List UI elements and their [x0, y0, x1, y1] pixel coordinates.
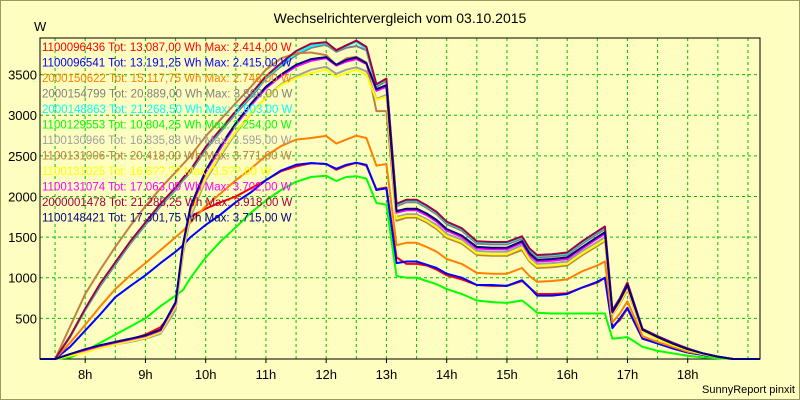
series-line-2000150622: [40, 134, 760, 360]
x-tick-label: 16h: [556, 367, 578, 382]
legend-entry: 1100148421 Tot: 17.301,75 Wh Max: 3.715,…: [42, 213, 292, 225]
legend-entry: 1100131025 Tot: 16.6??,?? Max: 3.5??,00 …: [42, 166, 271, 178]
x-tick-label: 13h: [376, 367, 398, 382]
x-tick-label: 17h: [617, 367, 639, 382]
series-lines: [40, 39, 760, 360]
legend-entry: 1100130966 Tot: 16.835,88 Wh Max: 3.595,…: [42, 135, 292, 147]
x-tick-label: 11h: [256, 367, 277, 382]
axes: 500 1000 1500 2000 2500 3000 3500 8h 9h 10h 11h 12h…: [8, 37, 761, 382]
chart-title: Wechselrichtervergleich vom 03.10.2015: [274, 10, 527, 26]
legend-entry: 1100096436 Tot: 13.087,00 Wh Max: 2.414,…: [42, 42, 292, 54]
x-tick-label: 12h: [315, 367, 337, 382]
x-tick-label: 10h: [195, 367, 217, 382]
legend: 1100096436 Tot: 13.087,00 Wh Max: 2.414,…: [42, 42, 293, 225]
plot-area: [39, 37, 761, 360]
y-tick-label: 1500: [8, 230, 37, 245]
legend-entry: 1100131074 Tot: 17.063,00 Wh Max: 3.702,…: [42, 182, 292, 194]
y-tick-label: 2500: [8, 149, 37, 164]
x-tick-label: 18h: [677, 367, 699, 382]
series-line-1100096541: [40, 161, 760, 360]
legend-entry: 1100096541 Tot: 13.191,25 Wh Max: 2.415,…: [42, 58, 292, 70]
y-tick-label: 1000: [8, 271, 37, 286]
x-tick-label: 14h: [436, 367, 458, 382]
x-tick-label: 15h: [496, 367, 518, 382]
y-tick-label: 3000: [8, 108, 37, 123]
legend-entry: 1100131006 Tot: 20.418,00 Wh Max: 3.771,…: [42, 151, 292, 163]
legend-entry: 2000150622 Tot: 15.117,75 Wh Max: 2.748,…: [42, 73, 292, 85]
y-tick-label: 500: [15, 311, 37, 326]
legend-entry: 1100129553 Tot: 10.804,25 Wh Max: 2.254,…: [42, 120, 292, 132]
y-axis-label: W: [34, 19, 47, 34]
x-tick-label: 9h: [138, 367, 152, 382]
series-line-1100148421: [40, 56, 760, 360]
x-tick-label: 8h: [78, 367, 92, 382]
legend-entry: 2000001478 Tot: 21.285,25 Wh Max: 3.918,…: [42, 197, 293, 209]
y-tick-label: 3500: [8, 68, 37, 83]
legend-entry: 2000154799 Tot: 20.889,00 Wh Max: 3.868,…: [42, 89, 293, 101]
footer-credit: SunnyReport pinxit: [702, 384, 795, 396]
y-tick-label: 2000: [8, 189, 37, 204]
legend-entry: 2000148863 Tot: 21.268,50 Wh Max: 3.903,…: [42, 104, 293, 116]
